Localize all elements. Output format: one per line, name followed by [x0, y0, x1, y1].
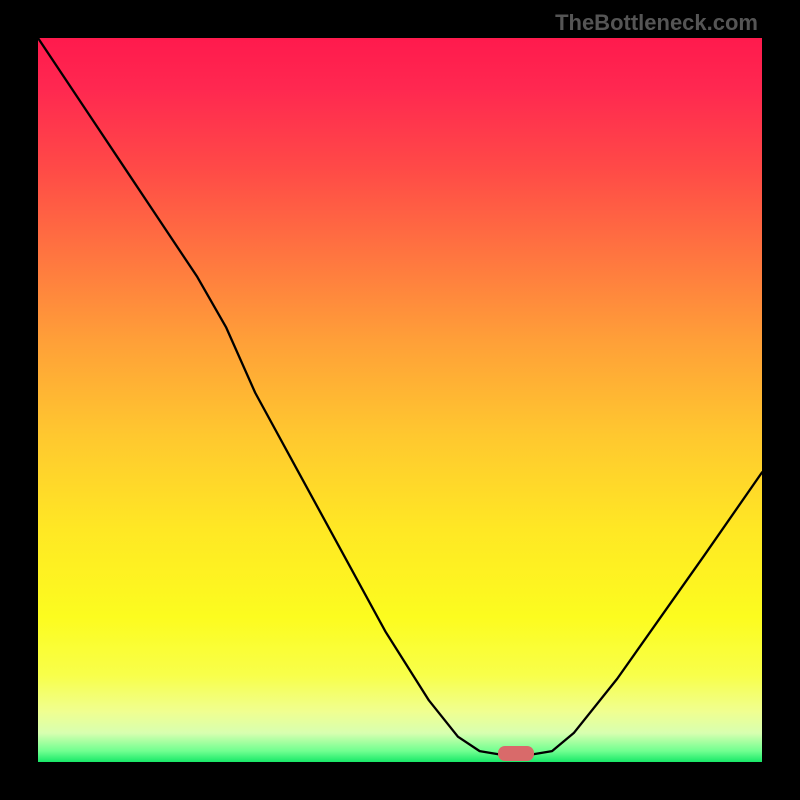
bottleneck-curve [38, 38, 762, 762]
chart-container: TheBottleneck.com [0, 0, 800, 800]
optimal-marker [498, 746, 534, 760]
frame-left [0, 0, 38, 800]
frame-bottom [0, 762, 800, 800]
frame-right [762, 0, 800, 800]
watermark-text: TheBottleneck.com [555, 10, 758, 36]
